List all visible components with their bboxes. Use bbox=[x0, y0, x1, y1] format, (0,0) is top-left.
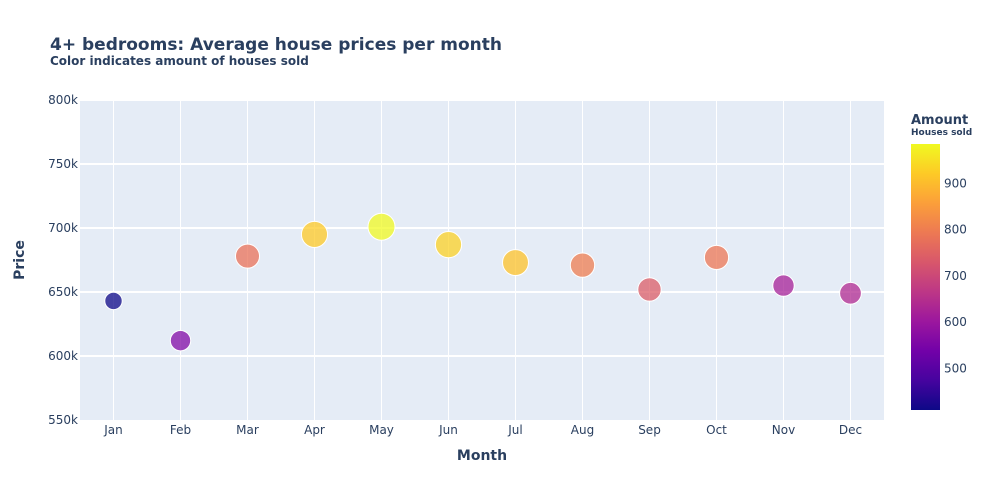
y-axis-ticks: 550k 600k 650k 700k 750k 800k bbox=[48, 93, 78, 427]
chart-subtitle: Color indicates amount of houses sold bbox=[50, 54, 309, 68]
colorbar-tick-label: 700 bbox=[944, 269, 967, 283]
colorbar-ticks: 500 600 700 800 900 bbox=[944, 176, 967, 375]
colorbar-gradient bbox=[911, 144, 940, 410]
x-tick-label: May bbox=[369, 423, 394, 437]
plot-area bbox=[80, 100, 884, 420]
data-point bbox=[367, 212, 396, 241]
x-tick-label: Dec bbox=[839, 423, 862, 437]
x-tick-label: Aug bbox=[571, 423, 594, 437]
x-tick-label: Jul bbox=[507, 423, 522, 437]
data-point bbox=[169, 329, 192, 352]
x-tick-label: Nov bbox=[772, 423, 795, 437]
data-point bbox=[772, 274, 795, 297]
colorbar-tick-label: 600 bbox=[944, 315, 967, 329]
y-tick-label: 750k bbox=[48, 157, 78, 171]
x-tick-label: Mar bbox=[236, 423, 259, 437]
x-axis-ticks: Jan Feb Mar Apr May Jun Jul Aug Sep Oct Nov Dec bbox=[103, 423, 862, 437]
data-point bbox=[234, 243, 261, 269]
data-point bbox=[434, 231, 463, 259]
y-tick-label: 600k bbox=[48, 349, 78, 363]
x-tick-label: Oct bbox=[706, 423, 727, 437]
y-axis-label: Price bbox=[12, 240, 28, 280]
colorbar-tick-label: 500 bbox=[944, 361, 967, 375]
x-tick-label: Sep bbox=[638, 423, 661, 437]
y-tick-label: 800k bbox=[48, 93, 78, 107]
data-points bbox=[104, 212, 862, 352]
y-tick-label: 550k bbox=[48, 413, 78, 427]
data-point bbox=[839, 281, 862, 305]
data-point bbox=[104, 291, 123, 311]
colorbar-subtitle: Houses sold bbox=[911, 128, 972, 138]
colorbar: Amount Houses sold 500 600 700 800 900 bbox=[911, 113, 972, 410]
data-point bbox=[569, 252, 596, 278]
chart-title: 4+ bedrooms: Average house prices per mo… bbox=[50, 35, 502, 55]
data-point bbox=[300, 220, 329, 248]
data-point bbox=[637, 277, 662, 302]
colorbar-tick-label: 900 bbox=[944, 176, 967, 190]
y-tick-label: 650k bbox=[48, 285, 78, 299]
data-point bbox=[703, 244, 730, 271]
colorbar-tick-label: 800 bbox=[944, 223, 967, 237]
x-tick-label: Feb bbox=[170, 423, 191, 437]
x-tick-label: Jan bbox=[103, 423, 123, 437]
colorbar-title: Amount bbox=[911, 113, 968, 128]
x-tick-label: Jun bbox=[438, 423, 458, 437]
data-point bbox=[502, 249, 529, 277]
x-tick-label: Apr bbox=[304, 423, 325, 437]
x-axis-label: Month bbox=[457, 448, 507, 464]
y-tick-label: 700k bbox=[48, 221, 78, 235]
